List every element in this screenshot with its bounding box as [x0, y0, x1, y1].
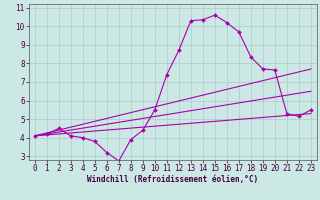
X-axis label: Windchill (Refroidissement éolien,°C): Windchill (Refroidissement éolien,°C) — [87, 175, 258, 184]
